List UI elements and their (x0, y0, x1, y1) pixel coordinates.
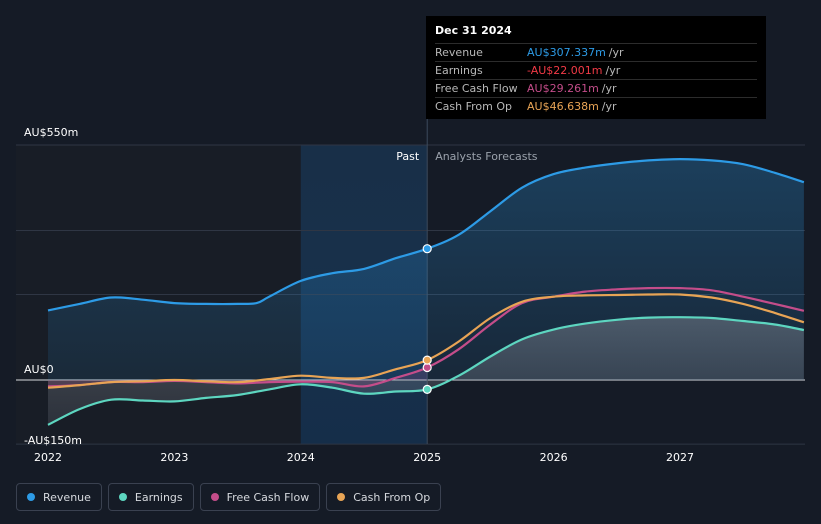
tooltip-label: Cash From Op (435, 100, 513, 113)
past-label: Past (396, 150, 420, 163)
tooltip-value: AU$29.261m (527, 82, 599, 95)
tooltip-row-revenue: Revenue AU$307.337m /yr (435, 43, 757, 61)
earnings-highlight-point (422, 384, 432, 394)
data-tooltip: Dec 31 2024 Revenue AU$307.337m /yr Earn… (426, 16, 766, 119)
legend-label: Revenue (43, 490, 91, 504)
legend-label: Earnings (134, 490, 183, 504)
legend-item-free-cash-flow[interactable]: Free Cash Flow (199, 483, 321, 511)
x-axis-tick-label: 2024 (287, 451, 315, 464)
tooltip-label: Earnings (435, 64, 483, 77)
tooltip-row-earnings: Earnings -AU$22.001m /yr (435, 61, 757, 79)
legend-item-revenue[interactable]: Revenue (16, 483, 102, 511)
tooltip-unit: /yr (608, 46, 624, 59)
tooltip-date: Dec 31 2024 (435, 24, 512, 37)
x-axis-tick-label: 2023 (160, 451, 188, 464)
tooltip-unit: /yr (601, 100, 617, 113)
legend-item-earnings[interactable]: Earnings (107, 483, 194, 511)
tooltip-value: AU$307.337m (527, 46, 606, 59)
earnings-dot-icon (118, 493, 127, 501)
legend-label: Free Cash Flow (226, 490, 310, 504)
x-axis-tick-label: 2025 (413, 451, 441, 464)
revenue-dot-icon (27, 493, 35, 501)
cash-from-op-highlight-point (422, 355, 432, 365)
y-axis-label: AU$550m (24, 126, 78, 139)
tooltip-value: -AU$22.001m (527, 64, 603, 77)
tooltip-row-cash-from-op: Cash From Op AU$46.638m /yr (435, 97, 757, 115)
tooltip-value: AU$46.638m (527, 100, 599, 113)
cash-from-op-dot-icon (337, 493, 346, 501)
free-cash-flow-dot-icon (210, 493, 219, 501)
forecast-label: Analysts Forecasts (435, 150, 538, 163)
tooltip-label: Revenue (435, 46, 483, 59)
legend-label: Cash From Op (353, 490, 431, 504)
x-axis-tick-label: 2022 (34, 451, 62, 464)
tooltip-row-free-cash-flow: Free Cash Flow AU$29.261m /yr (435, 79, 757, 97)
tooltip-unit: /yr (601, 82, 617, 95)
y-axis-label: -AU$150m (24, 434, 82, 447)
x-axis-tick-label: 2026 (540, 451, 568, 464)
y-axis-label: AU$0 (24, 363, 54, 376)
revenue-line (47, 158, 805, 312)
tooltip-label: Free Cash Flow (435, 82, 518, 95)
legend-item-cash-from-op[interactable]: Cash From Op (326, 483, 442, 511)
earnings-area (48, 317, 804, 425)
revenue-highlight-point (422, 244, 432, 254)
x-axis-tick-label: 2027 (666, 451, 694, 464)
chart-legend: Revenue Earnings Free Cash Flow Cash Fro… (16, 483, 442, 511)
tooltip-unit: /yr (605, 64, 621, 77)
